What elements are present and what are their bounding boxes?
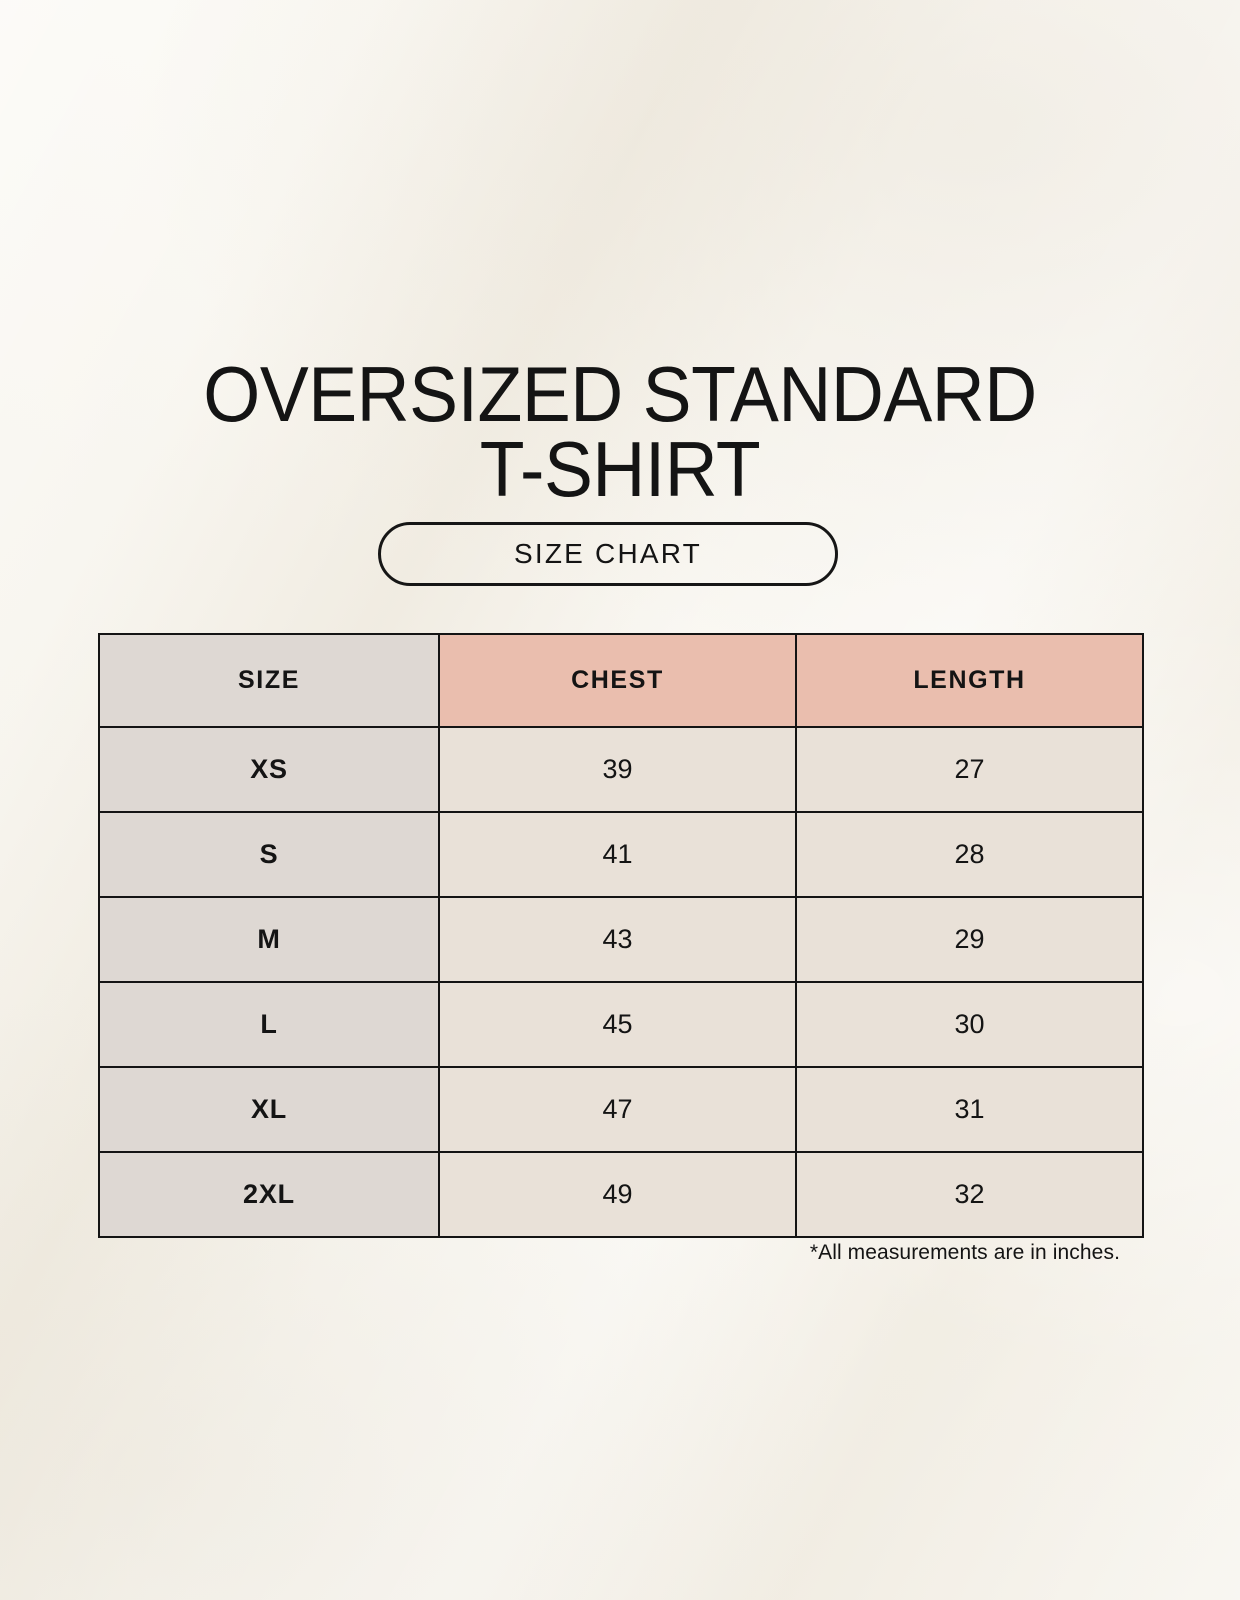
cell-length: 29 — [795, 896, 1144, 983]
cell-chest: 45 — [438, 981, 797, 1068]
cell-length: 31 — [795, 1066, 1144, 1153]
cell-size: M — [98, 896, 440, 983]
table-row: XS 39 27 — [98, 726, 1144, 813]
size-table-body: XS 39 27 S 41 28 M 43 29 L 45 30 — [98, 726, 1144, 1238]
table-row: M 43 29 — [98, 896, 1144, 983]
column-header-size: SIZE — [98, 633, 440, 728]
cell-size: L — [98, 981, 440, 1068]
page-title: OVERSIZED STANDARD T-SHIRT — [203, 350, 1037, 514]
cell-chest: 47 — [438, 1066, 797, 1153]
size-table-head: SIZE CHEST LENGTH — [98, 633, 1144, 728]
column-header-length: LENGTH — [795, 633, 1144, 728]
table-row: S 41 28 — [98, 811, 1144, 898]
size-table-container: SIZE CHEST LENGTH XS 39 27 S 41 28 M — [98, 633, 1144, 1238]
column-header-chest: CHEST — [438, 633, 797, 728]
cell-size: XL — [98, 1066, 440, 1153]
table-header-row: SIZE CHEST LENGTH — [98, 633, 1144, 728]
cell-length: 32 — [795, 1151, 1144, 1238]
table-row: 2XL 49 32 — [98, 1151, 1144, 1238]
cell-chest: 49 — [438, 1151, 797, 1238]
cell-length: 27 — [795, 726, 1144, 813]
table-row: XL 47 31 — [98, 1066, 1144, 1153]
cell-chest: 41 — [438, 811, 797, 898]
size-chart-badge: SIZE CHART — [378, 522, 838, 586]
cell-size: XS — [98, 726, 440, 813]
cell-size: S — [98, 811, 440, 898]
cell-chest: 39 — [438, 726, 797, 813]
size-table: SIZE CHEST LENGTH XS 39 27 S 41 28 M — [98, 633, 1144, 1238]
cell-length: 30 — [795, 981, 1144, 1068]
measurements-footnote: *All measurements are in inches. — [809, 1241, 1120, 1264]
size-chart-badge-label: SIZE CHART — [514, 538, 702, 569]
cell-chest: 43 — [438, 896, 797, 983]
cell-size: 2XL — [98, 1151, 440, 1238]
cell-length: 28 — [795, 811, 1144, 898]
table-row: L 45 30 — [98, 981, 1144, 1068]
